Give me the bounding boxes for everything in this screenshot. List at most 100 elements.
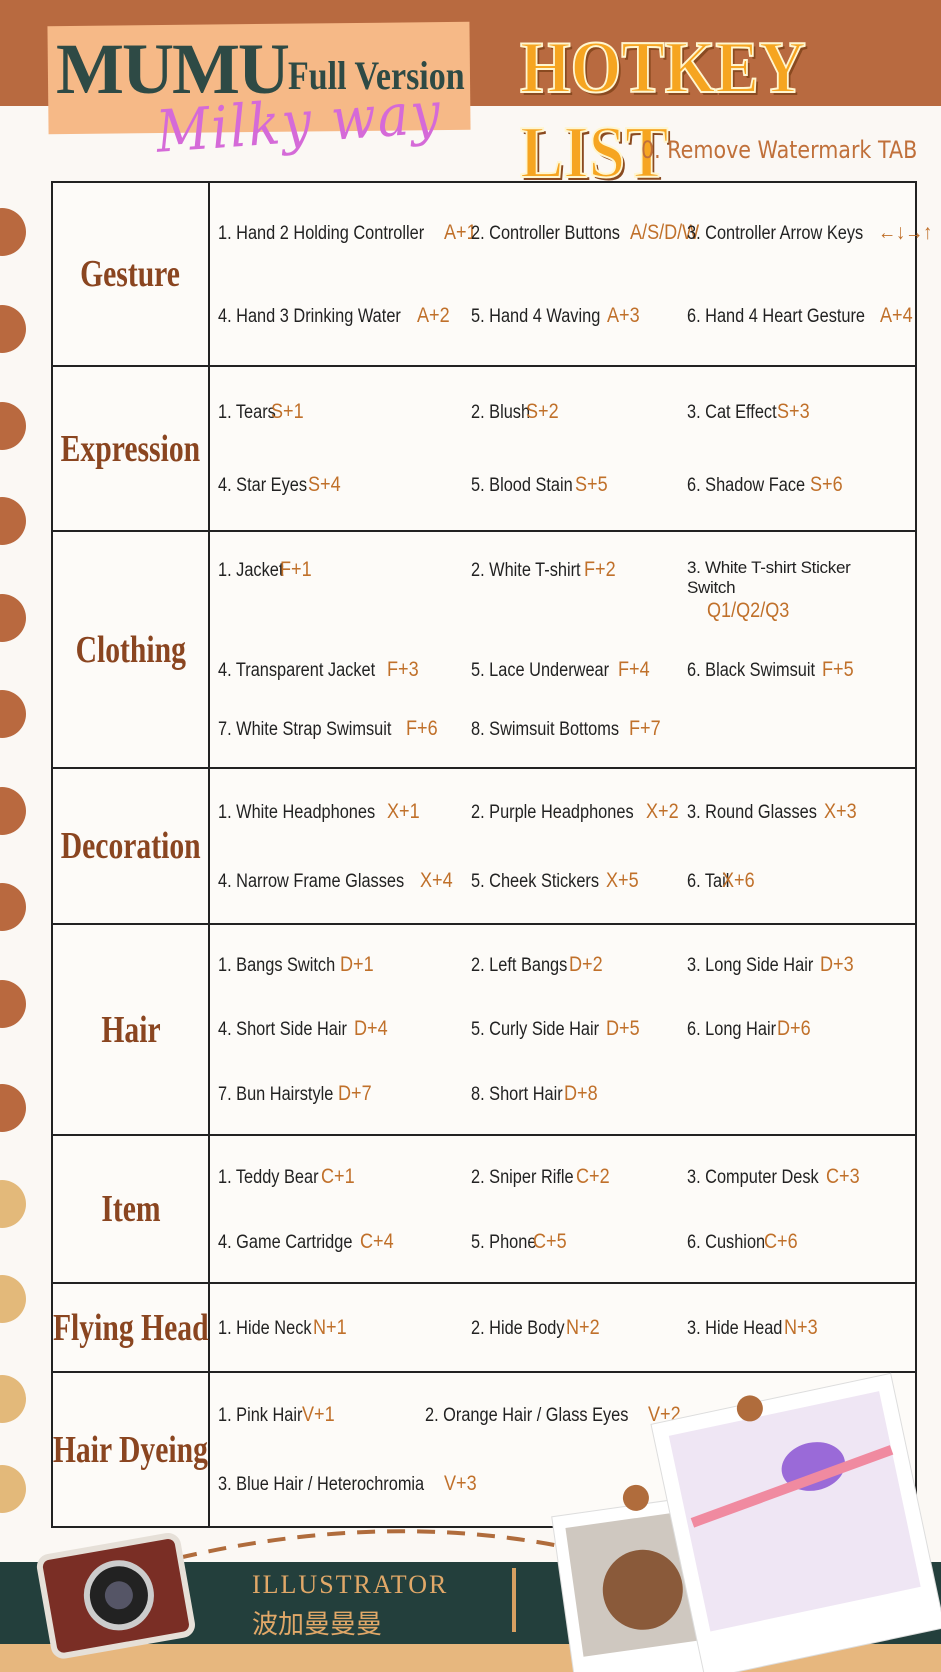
item-label: 1. Tears <box>218 401 276 423</box>
item-key: F+6 <box>405 717 438 741</box>
footer-name: 波加曼曼曼 <box>252 1610 383 1640</box>
hotkey-item: 5. Lace Underwear F+4 <box>471 654 687 686</box>
hotkey-item: 2. Controller Buttons A/S/D/W <box>471 217 699 249</box>
item-label: 2. White T-shirt <box>471 559 581 581</box>
hotkey-item: 7. White Strap Swimsuit F+6 <box>218 713 471 745</box>
category: Decoration <box>53 769 210 923</box>
item-label: 3. Controller Arrow Keys <box>687 222 864 244</box>
item-key: A+3 <box>607 303 640 327</box>
item-key: F+5 <box>821 657 854 681</box>
item-grid: 1. Teddy Bear C+1 2. Sniper Rifle C+2 3. Com… <box>210 1136 915 1282</box>
item-label: 1. Bangs Switch <box>218 955 336 977</box>
section-row: Clothing 1. JacketF+1 2. White T-shirt F+2 3… <box>53 530 915 767</box>
item-label: 1. Hand 2 Holding Controller <box>218 222 425 244</box>
item-key: N+2 <box>565 1315 600 1339</box>
item-key: C+4 <box>360 1229 394 1253</box>
item-label: 7. White Strap Swimsuit <box>218 719 392 741</box>
item-key: S+4 <box>307 473 341 497</box>
item-label: 8. Short Hair <box>471 1083 563 1105</box>
item-label: 2. Controller Buttons <box>471 222 620 244</box>
item-key: X+4 <box>420 868 454 892</box>
category-label: Hair <box>100 1008 161 1051</box>
item-key: C+5 <box>533 1229 567 1253</box>
item-label: 5. Phone <box>471 1231 537 1253</box>
hotkey-item: 6. TailX+6 <box>687 865 915 897</box>
hotkey-item: 1. White Headphones X+1 <box>218 796 471 828</box>
item-key: C+6 <box>763 1229 798 1253</box>
category: Gesture <box>53 183 210 365</box>
item-label: 6. Black Swimsuit <box>687 659 816 681</box>
item-grid: 1. JacketF+1 2. White T-shirt F+2 3. White … <box>210 532 915 767</box>
item-grid: 1. Bangs Switch D+1 2. Left BangsD+2 3. Lon… <box>210 925 915 1134</box>
item-key: A/S/D/W <box>630 220 700 244</box>
item-key: C+3 <box>826 1164 860 1188</box>
hotkey-item: 6. Hand 4 Heart Gesture A+4 <box>687 300 941 332</box>
item-key: V+1 <box>302 1403 335 1427</box>
item-label: 3. Cat Effect <box>687 401 777 423</box>
hotkey-item: 2. White T-shirt F+2 <box>471 554 687 627</box>
category: Expression <box>53 367 210 530</box>
category-label: Decoration <box>60 825 201 867</box>
category-label: Flying Head <box>52 1306 209 1349</box>
hotkey-item: 8. Swimsuit Bottoms F+7 <box>471 713 687 745</box>
hotkey-item: 4. Transparent Jacket F+3 <box>218 654 471 686</box>
item-label: 1. Hide Neck <box>218 1317 312 1339</box>
hotkey-item: 4. Narrow Frame Glasses X+4 <box>218 865 471 897</box>
category-label: Hair Dyeing <box>52 1428 209 1471</box>
version: Full Version <box>288 53 465 98</box>
item-label: 2. Sniper Rifle <box>471 1166 574 1188</box>
item-label: 1. White Headphones <box>218 801 376 823</box>
category: Hair Dyeing <box>53 1373 210 1526</box>
item-key: X+3 <box>824 799 857 823</box>
category-label: Item <box>100 1188 161 1230</box>
hotkey-item: 8. Short HairD+8 <box>471 1078 687 1110</box>
section-row: Hair Dyeing 1. Pink HairV+1 2. Orange Hair… <box>53 1371 915 1526</box>
hotkey-item: 2. Purple Headphones X+2 <box>471 796 687 828</box>
hotkey-item: 6. Long HairD+6 <box>687 1013 915 1045</box>
item-key: S+1 <box>271 399 304 423</box>
hotkey-item: 4. Game Cartridge C+4 <box>218 1226 471 1258</box>
item-label: 2. Hide Body <box>471 1317 565 1339</box>
item-key: X+6 <box>722 868 755 892</box>
hotkey-item: 3. Computer Desk C+3 <box>687 1161 915 1193</box>
camera <box>36 1532 195 1659</box>
item-key: F+7 <box>629 717 661 741</box>
item-key: S+3 <box>777 399 810 423</box>
hotkey-item: 2. Sniper Rifle C+2 <box>471 1161 687 1193</box>
item-label: 3. Computer Desk <box>687 1166 819 1188</box>
item-key: V+3 <box>443 1471 477 1495</box>
item-label: 2. Blush <box>471 401 531 423</box>
item-key: Q1/Q2/Q3 <box>707 598 790 622</box>
item-key: N+3 <box>783 1315 818 1339</box>
hotkey-table: Gesture 1. Hand 2 Holding Controller A+1 2.… <box>51 181 932 1528</box>
hotkey-item: 1. Hand 2 Holding Controller A+1 <box>218 217 476 249</box>
section-row: Flying Head 1. Hide NeckN+1 2. Hide BodyN+… <box>53 1282 915 1371</box>
item-key: N+1 <box>312 1315 347 1339</box>
hotkey-item: 6. Black Swimsuit F+5 <box>687 654 915 686</box>
item-key: D+4 <box>353 1017 388 1041</box>
item-key: C+2 <box>576 1164 610 1188</box>
photo-girl <box>650 1372 941 1672</box>
item-key: D+7 <box>338 1081 372 1105</box>
hotkey-item: 1. Pink HairV+1 <box>218 1399 425 1431</box>
item-label: 3. Round Glasses <box>687 801 817 823</box>
item-key: S+2 <box>525 399 559 423</box>
item-key: S+6 <box>810 473 843 497</box>
category-label: Gesture <box>80 253 181 295</box>
hotkey-item: 3. White T-shirt Sticker SwitchQ1/Q2/Q3 <box>687 554 915 627</box>
item-label: 6. Cushion <box>687 1231 766 1253</box>
item-label: 4. Narrow Frame Glasses <box>218 870 405 892</box>
hotkey-item: 5. Hand 4 Waving A+3 <box>471 300 687 332</box>
item-grid: 1. Hand 2 Holding Controller A+1 2. Contro… <box>210 183 941 365</box>
hotkey-item: 7. Bun Hairstyle D+7 <box>218 1078 471 1110</box>
item-label: 7. Bun Hairstyle <box>218 1083 334 1105</box>
item-grid: 1. White Headphones X+1 2. Purple Headphon… <box>210 769 915 923</box>
item-label: 5. Lace Underwear <box>471 659 610 681</box>
section-row: Hair 1. Bangs Switch D+1 2. Left BangsD+2 3.… <box>53 923 915 1134</box>
item-grid: 1. Hide NeckN+1 2. Hide BodyN+2 3. Hide He… <box>210 1284 915 1371</box>
item-key: X+5 <box>605 868 639 892</box>
hotkey-item: 2. Left BangsD+2 <box>471 949 687 981</box>
item-key: C+1 <box>320 1164 355 1188</box>
hotkey-item: 6. CushionC+6 <box>687 1226 915 1258</box>
item-grid: 1. Pink HairV+1 2. Orange Hair / Glass Ey… <box>210 1373 915 1526</box>
